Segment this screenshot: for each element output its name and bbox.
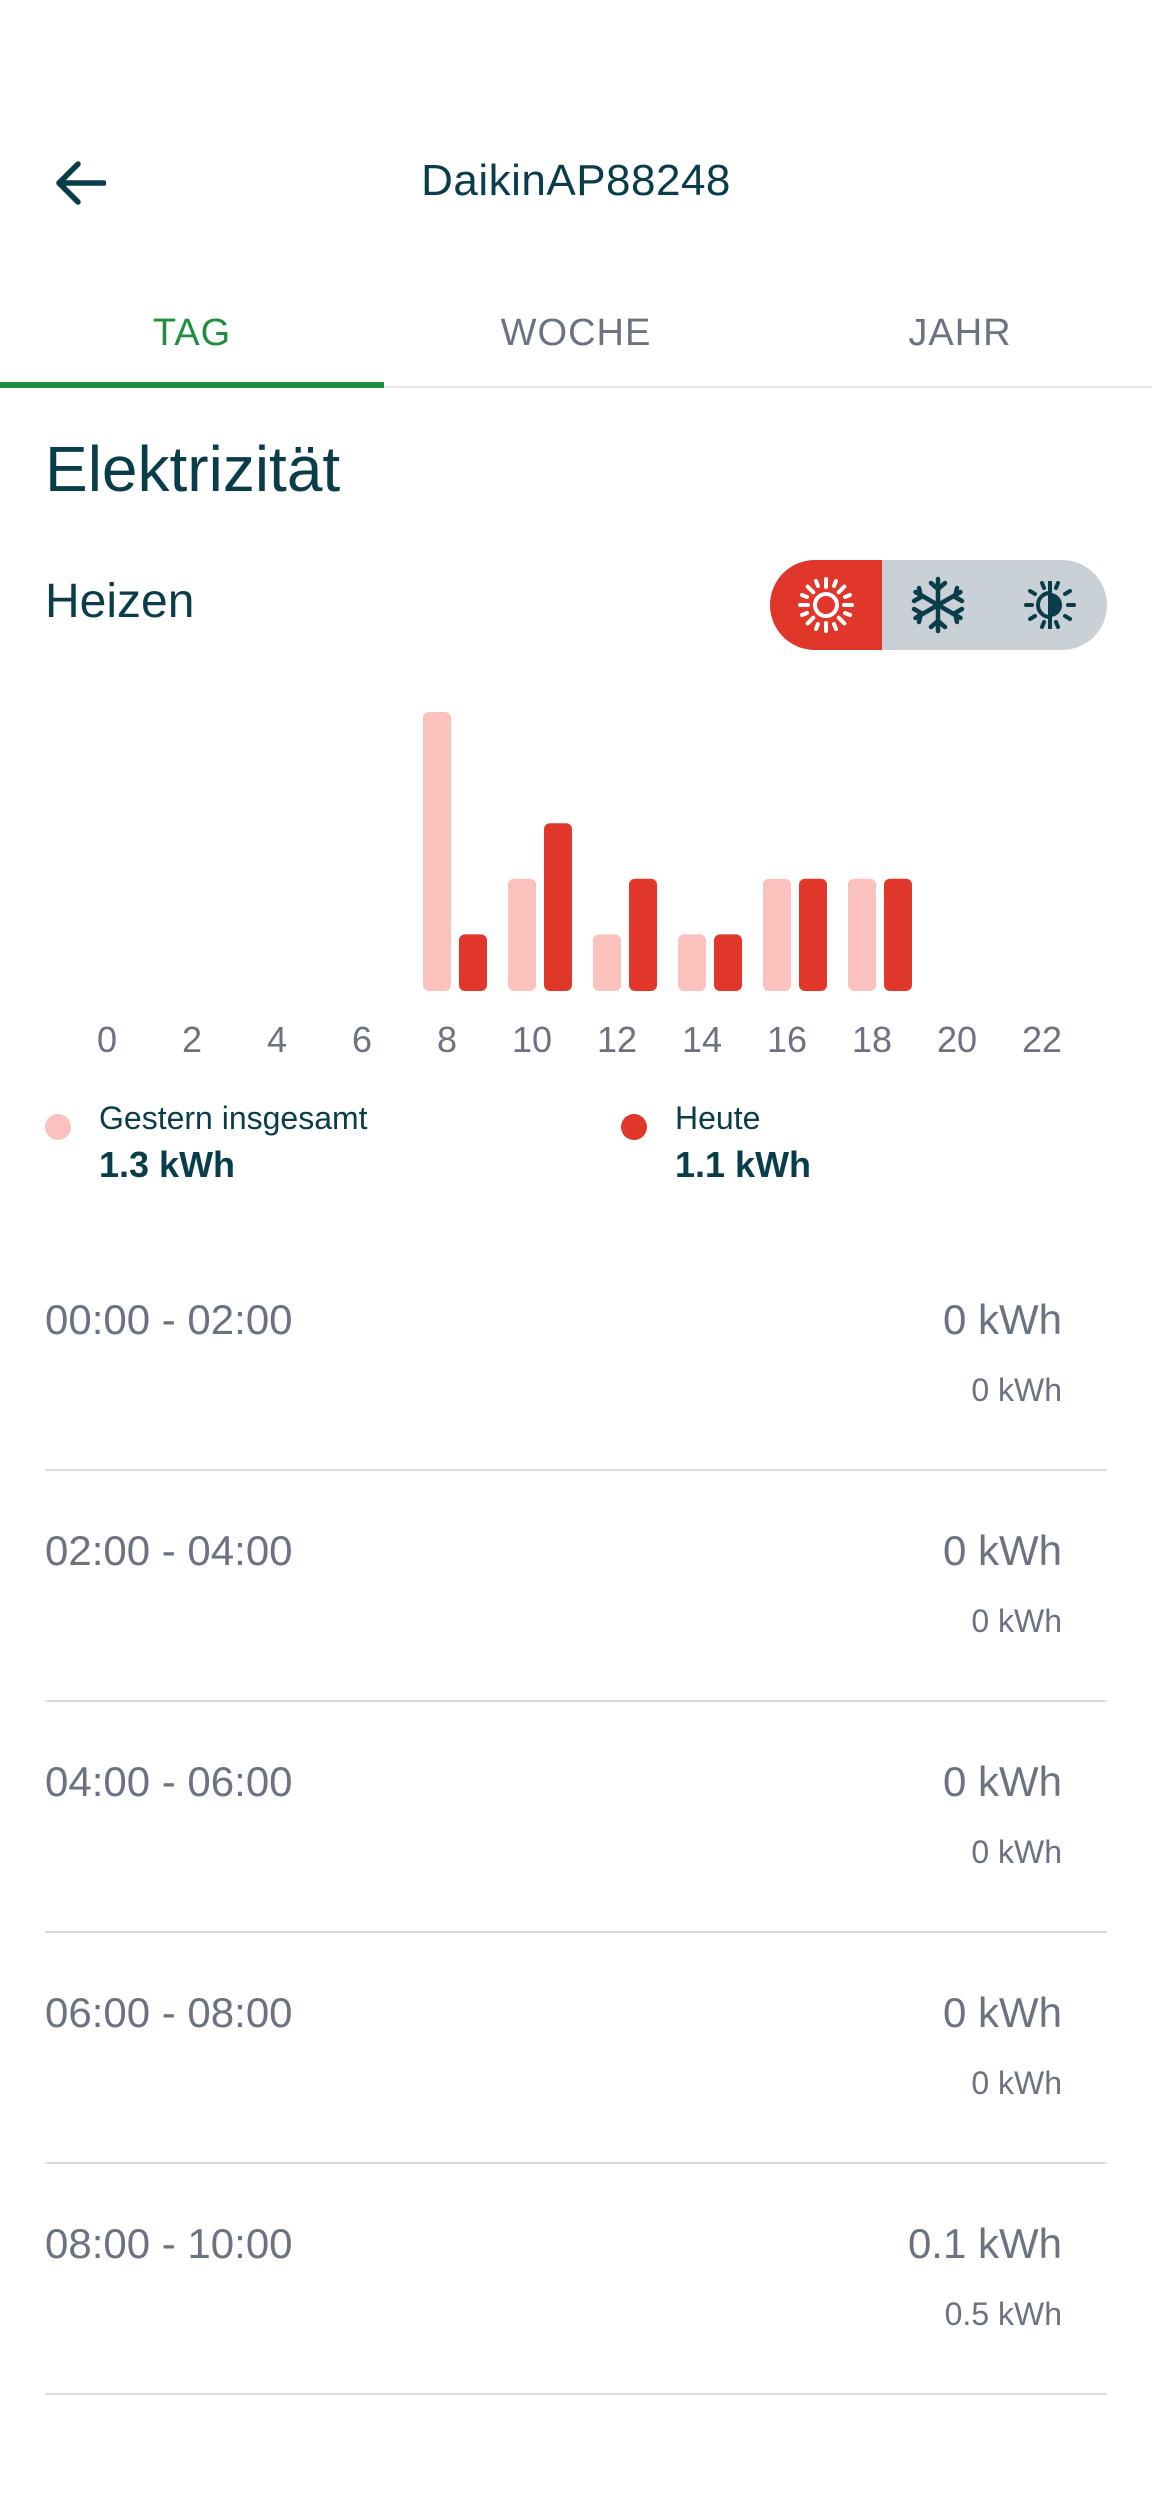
hourly-consumption-list: 00:00 - 02:00 0 kWh 0 kWh 02:00 - 04:00 … [45, 1240, 1107, 2395]
legend-dot-today [621, 1114, 647, 1140]
page-title: DaikinAP88248 [421, 156, 731, 205]
mode-toggle [770, 560, 1107, 650]
list-item[interactable]: 00:00 - 02:00 0 kWh 0 kWh [45, 1240, 1107, 1471]
list-item[interactable]: 08:00 - 10:00 0.1 kWh 0.5 kWh [45, 2164, 1107, 2395]
bar-yesterday [763, 878, 791, 991]
list-item[interactable]: 02:00 - 04:00 0 kWh 0 kWh [45, 1471, 1107, 1702]
auto-mode-icon [1024, 581, 1076, 629]
mode-label: Heizen [45, 575, 195, 628]
row-today-value: 0 kWh [942, 1527, 1062, 1574]
heating-mode-button[interactable] [770, 560, 882, 650]
auto-mode-button[interactable] [994, 560, 1106, 650]
snowflake-icon [911, 576, 965, 634]
x-tick-label: 12 [597, 1019, 637, 1060]
legend-yesterday-value: 1.3 kWh [99, 1144, 236, 1185]
row-yesterday-value: 0 kWh [971, 1372, 1062, 1408]
back-button[interactable] [36, 145, 124, 221]
x-tick-label: 0 [97, 1019, 117, 1060]
tab-day[interactable]: TAG [0, 280, 384, 388]
bar-yesterday [678, 934, 706, 991]
row-time-range: 02:00 - 04:00 [45, 1527, 293, 1574]
bar-today [544, 823, 572, 991]
legend-yesterday-label: Gestern insgesamt [99, 1100, 368, 1136]
bar-today [459, 934, 487, 991]
row-yesterday-value: 0 kWh [971, 2065, 1062, 2101]
x-tick-label: 16 [767, 1019, 807, 1060]
bar-yesterday [508, 878, 536, 991]
x-tick-label: 14 [682, 1019, 722, 1060]
section-title: Elektrizität [45, 433, 341, 505]
row-time-range: 00:00 - 02:00 [45, 1296, 293, 1343]
x-tick-label: 20 [937, 1019, 977, 1060]
bar-yesterday [848, 878, 876, 991]
bar-yesterday [423, 712, 451, 991]
sun-icon [798, 577, 854, 633]
bar-today [714, 934, 742, 991]
x-tick-label: 22 [1022, 1019, 1062, 1060]
tab-week[interactable]: WOCHE [500, 311, 652, 354]
row-yesterday-value: 0 kWh [971, 1603, 1062, 1639]
bar-today [884, 878, 912, 991]
x-tick-label: 4 [267, 1019, 287, 1060]
bar-today [629, 878, 657, 991]
row-time-range: 08:00 - 10:00 [45, 2220, 293, 2267]
bar-today [799, 878, 827, 991]
x-tick-label: 8 [437, 1019, 457, 1060]
legend-today-label: Heute [675, 1100, 761, 1136]
legend-dot-yesterday [45, 1114, 71, 1140]
tab-year[interactable]: JAHR [908, 311, 1012, 354]
row-time-range: 04:00 - 06:00 [45, 1758, 293, 1805]
bar-yesterday [593, 934, 621, 991]
row-today-value: 0 kWh [942, 1989, 1062, 2036]
arrow-left-icon [56, 161, 106, 205]
x-tick-label: 18 [852, 1019, 892, 1060]
cooling-mode-button[interactable] [882, 560, 994, 650]
row-today-value: 0 kWh [942, 1296, 1062, 1343]
row-today-value: 0.1 kWh [907, 2220, 1062, 2267]
legend-today-value: 1.1 kWh [675, 1144, 812, 1185]
list-item[interactable]: 04:00 - 06:00 0 kWh 0 kWh [45, 1702, 1107, 1933]
row-time-range: 06:00 - 08:00 [45, 1989, 293, 2036]
x-tick-label: 2 [182, 1019, 202, 1060]
x-tick-label: 10 [512, 1019, 552, 1060]
list-item[interactable]: 06:00 - 08:00 0 kWh 0 kWh [45, 1933, 1107, 2164]
app-bar: DaikinAP88248 [0, 0, 1152, 260]
period-tabs: TAG WOCHE JAHR [0, 280, 1152, 388]
row-today-value: 0 kWh [942, 1758, 1062, 1805]
x-tick-label: 6 [352, 1019, 372, 1060]
consumption-bar-chart: 0 2 4 6 8 10 12 14 16 18 20 22 [97, 712, 1062, 1060]
row-yesterday-value: 0 kWh [971, 1834, 1062, 1870]
row-yesterday-value: 0.5 kWh [944, 2296, 1062, 2332]
